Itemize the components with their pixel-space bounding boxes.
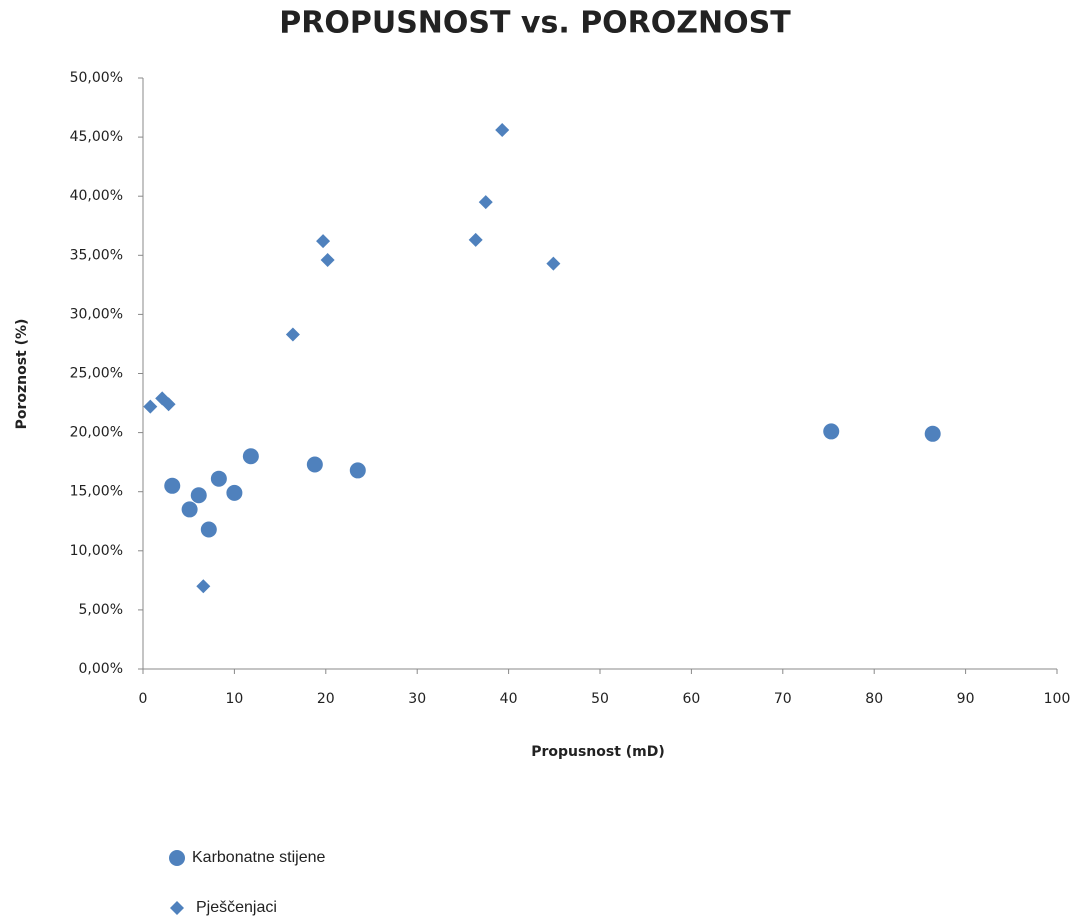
point	[320, 253, 335, 268]
x-tick-label: 100	[1044, 691, 1071, 707]
legend-label: Pješčenjaci	[196, 899, 277, 916]
x-tick-label: 20	[317, 691, 335, 707]
x-tick-label: 0	[139, 691, 148, 707]
x-tick-label: 70	[774, 691, 792, 707]
point	[495, 123, 510, 138]
x-tick-label: 50	[591, 691, 609, 707]
point	[478, 195, 493, 210]
x-tick-label: 90	[957, 691, 975, 707]
y-tick-label: 35,00%	[70, 247, 123, 263]
point	[242, 448, 259, 465]
y-tick-label: 30,00%	[70, 306, 123, 322]
point	[190, 487, 207, 504]
point	[823, 423, 840, 440]
x-tick-label: 40	[500, 691, 518, 707]
point	[196, 579, 211, 594]
y-tick-label: 0,00%	[79, 661, 123, 677]
y-tick-label: 40,00%	[70, 188, 123, 204]
y-tick-label: 10,00%	[70, 543, 123, 559]
point	[924, 425, 941, 442]
point	[468, 232, 483, 247]
y-tick-label: 45,00%	[70, 129, 123, 145]
point	[210, 470, 227, 487]
legend-marker	[170, 901, 184, 915]
point	[181, 501, 198, 518]
point	[161, 397, 176, 412]
x-tick-label: 30	[408, 691, 426, 707]
legend-marker	[169, 850, 185, 866]
y-tick-label: 15,00%	[70, 484, 123, 500]
x-axis-title: Propusnost (mD)	[531, 744, 665, 760]
y-axis-title: Poroznost (%)	[14, 319, 30, 430]
point	[164, 477, 181, 494]
point	[226, 484, 243, 501]
point	[200, 521, 217, 538]
point	[306, 456, 323, 473]
point	[143, 399, 158, 414]
x-tick-label: 10	[225, 691, 243, 707]
y-tick-label: 5,00%	[79, 602, 123, 618]
y-tick-label: 50,00%	[70, 70, 123, 86]
chart-title: PROPUSNOST vs. POROZNOST	[279, 6, 791, 41]
point	[546, 256, 561, 271]
point	[349, 462, 366, 479]
x-tick-label: 80	[865, 691, 883, 707]
y-tick-label: 25,00%	[70, 366, 123, 382]
legend-label: Karbonatne stijene	[192, 849, 326, 866]
point	[316, 234, 331, 249]
x-tick-label: 60	[682, 691, 700, 707]
y-tick-label: 20,00%	[70, 425, 123, 441]
point	[285, 327, 300, 342]
